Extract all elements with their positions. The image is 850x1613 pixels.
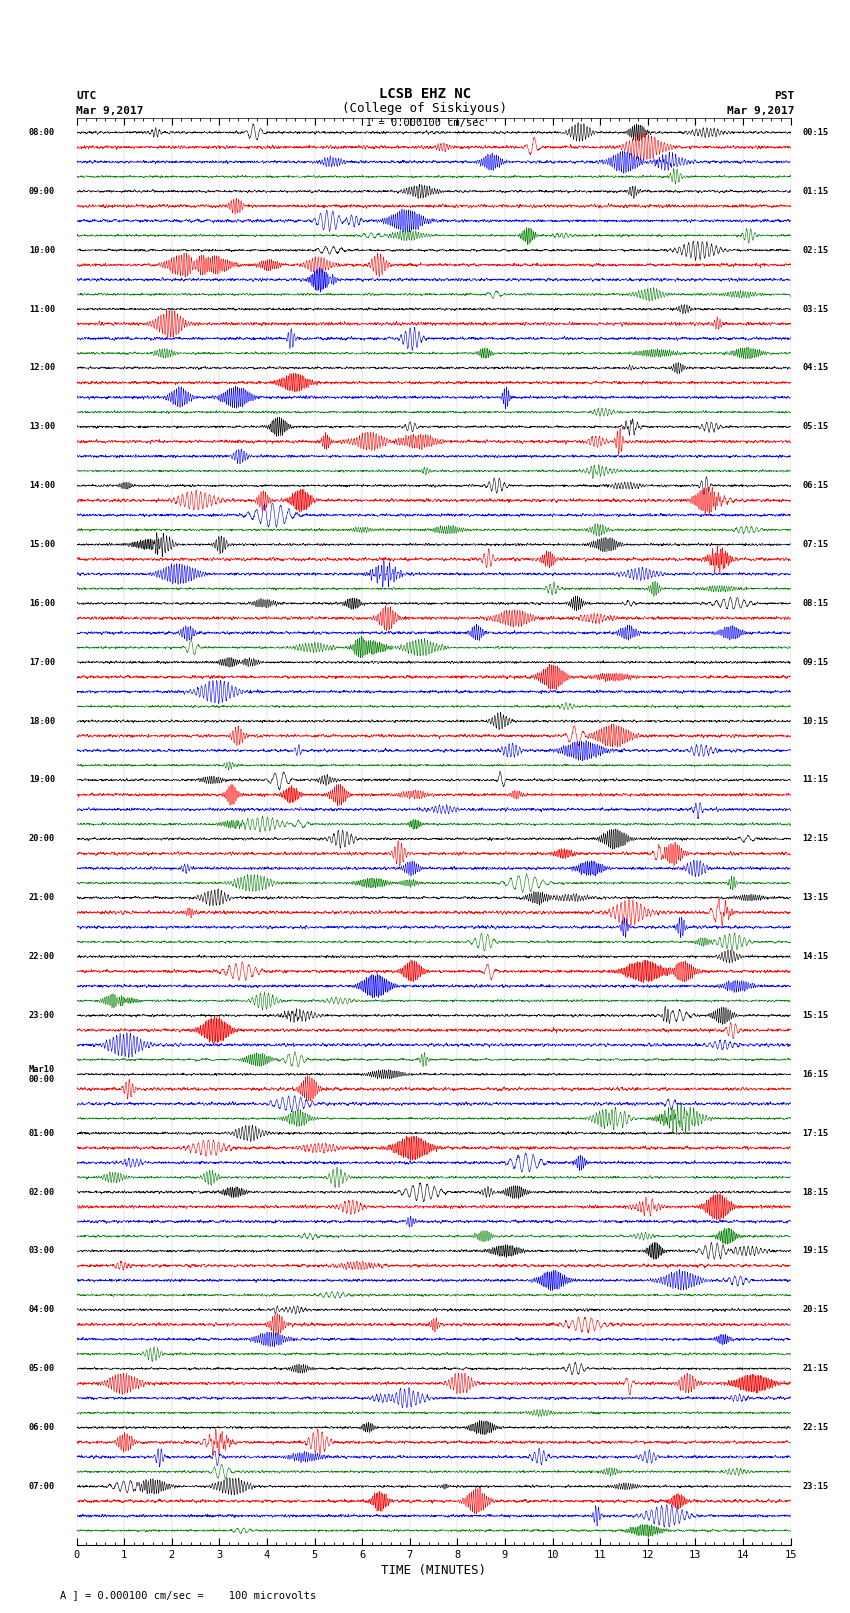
Text: 10:00: 10:00 (29, 245, 55, 255)
Text: 09:15: 09:15 (802, 658, 829, 666)
Text: 07:15: 07:15 (802, 540, 829, 548)
Text: 05:15: 05:15 (802, 423, 829, 431)
Text: 12:00: 12:00 (29, 363, 55, 373)
Text: 03:15: 03:15 (802, 305, 829, 313)
Text: 21:00: 21:00 (29, 894, 55, 902)
Text: 17:15: 17:15 (802, 1129, 829, 1137)
Text: 18:15: 18:15 (802, 1187, 829, 1197)
Text: 14:00: 14:00 (29, 481, 55, 490)
Text: 23:00: 23:00 (29, 1011, 55, 1019)
Text: (College of Siskiyous): (College of Siskiyous) (343, 102, 507, 116)
Text: 18:00: 18:00 (29, 716, 55, 726)
Text: 06:15: 06:15 (802, 481, 829, 490)
Text: 19:15: 19:15 (802, 1247, 829, 1255)
Text: 11:00: 11:00 (29, 305, 55, 313)
Text: LCSB EHZ NC: LCSB EHZ NC (379, 87, 471, 100)
Text: 13:00: 13:00 (29, 423, 55, 431)
Text: 15:00: 15:00 (29, 540, 55, 548)
Text: 22:15: 22:15 (802, 1423, 829, 1432)
Text: 03:00: 03:00 (29, 1247, 55, 1255)
Text: 12:15: 12:15 (802, 834, 829, 844)
Text: 06:00: 06:00 (29, 1423, 55, 1432)
Text: 19:00: 19:00 (29, 776, 55, 784)
X-axis label: TIME (MINUTES): TIME (MINUTES) (381, 1565, 486, 1578)
Text: Mar 9,2017: Mar 9,2017 (728, 106, 795, 116)
Text: 02:15: 02:15 (802, 245, 829, 255)
Text: 04:15: 04:15 (802, 363, 829, 373)
Text: I = 0.000100 cm/sec: I = 0.000100 cm/sec (366, 118, 484, 129)
Text: 20:15: 20:15 (802, 1305, 829, 1315)
Text: 16:00: 16:00 (29, 598, 55, 608)
Text: A ] = 0.000100 cm/sec =    100 microvolts: A ] = 0.000100 cm/sec = 100 microvolts (60, 1590, 315, 1600)
Text: 11:15: 11:15 (802, 776, 829, 784)
Text: 08:15: 08:15 (802, 598, 829, 608)
Text: 01:15: 01:15 (802, 187, 829, 195)
Text: 05:00: 05:00 (29, 1365, 55, 1373)
Text: 16:15: 16:15 (802, 1069, 829, 1079)
Text: PST: PST (774, 90, 795, 100)
Text: 21:15: 21:15 (802, 1365, 829, 1373)
Text: 08:00: 08:00 (29, 127, 55, 137)
Text: 01:00: 01:00 (29, 1129, 55, 1137)
Text: Mar 9,2017: Mar 9,2017 (76, 106, 144, 116)
Text: 00:15: 00:15 (802, 127, 829, 137)
Text: 17:00: 17:00 (29, 658, 55, 666)
Text: 22:00: 22:00 (29, 952, 55, 961)
Text: 02:00: 02:00 (29, 1187, 55, 1197)
Text: 09:00: 09:00 (29, 187, 55, 195)
Text: Mar10
00:00: Mar10 00:00 (29, 1065, 55, 1084)
Text: 15:15: 15:15 (802, 1011, 829, 1019)
Text: 13:15: 13:15 (802, 894, 829, 902)
Text: UTC: UTC (76, 90, 97, 100)
Text: 04:00: 04:00 (29, 1305, 55, 1315)
Text: 23:15: 23:15 (802, 1482, 829, 1490)
Text: 14:15: 14:15 (802, 952, 829, 961)
Text: 10:15: 10:15 (802, 716, 829, 726)
Text: 20:00: 20:00 (29, 834, 55, 844)
Text: 07:00: 07:00 (29, 1482, 55, 1490)
